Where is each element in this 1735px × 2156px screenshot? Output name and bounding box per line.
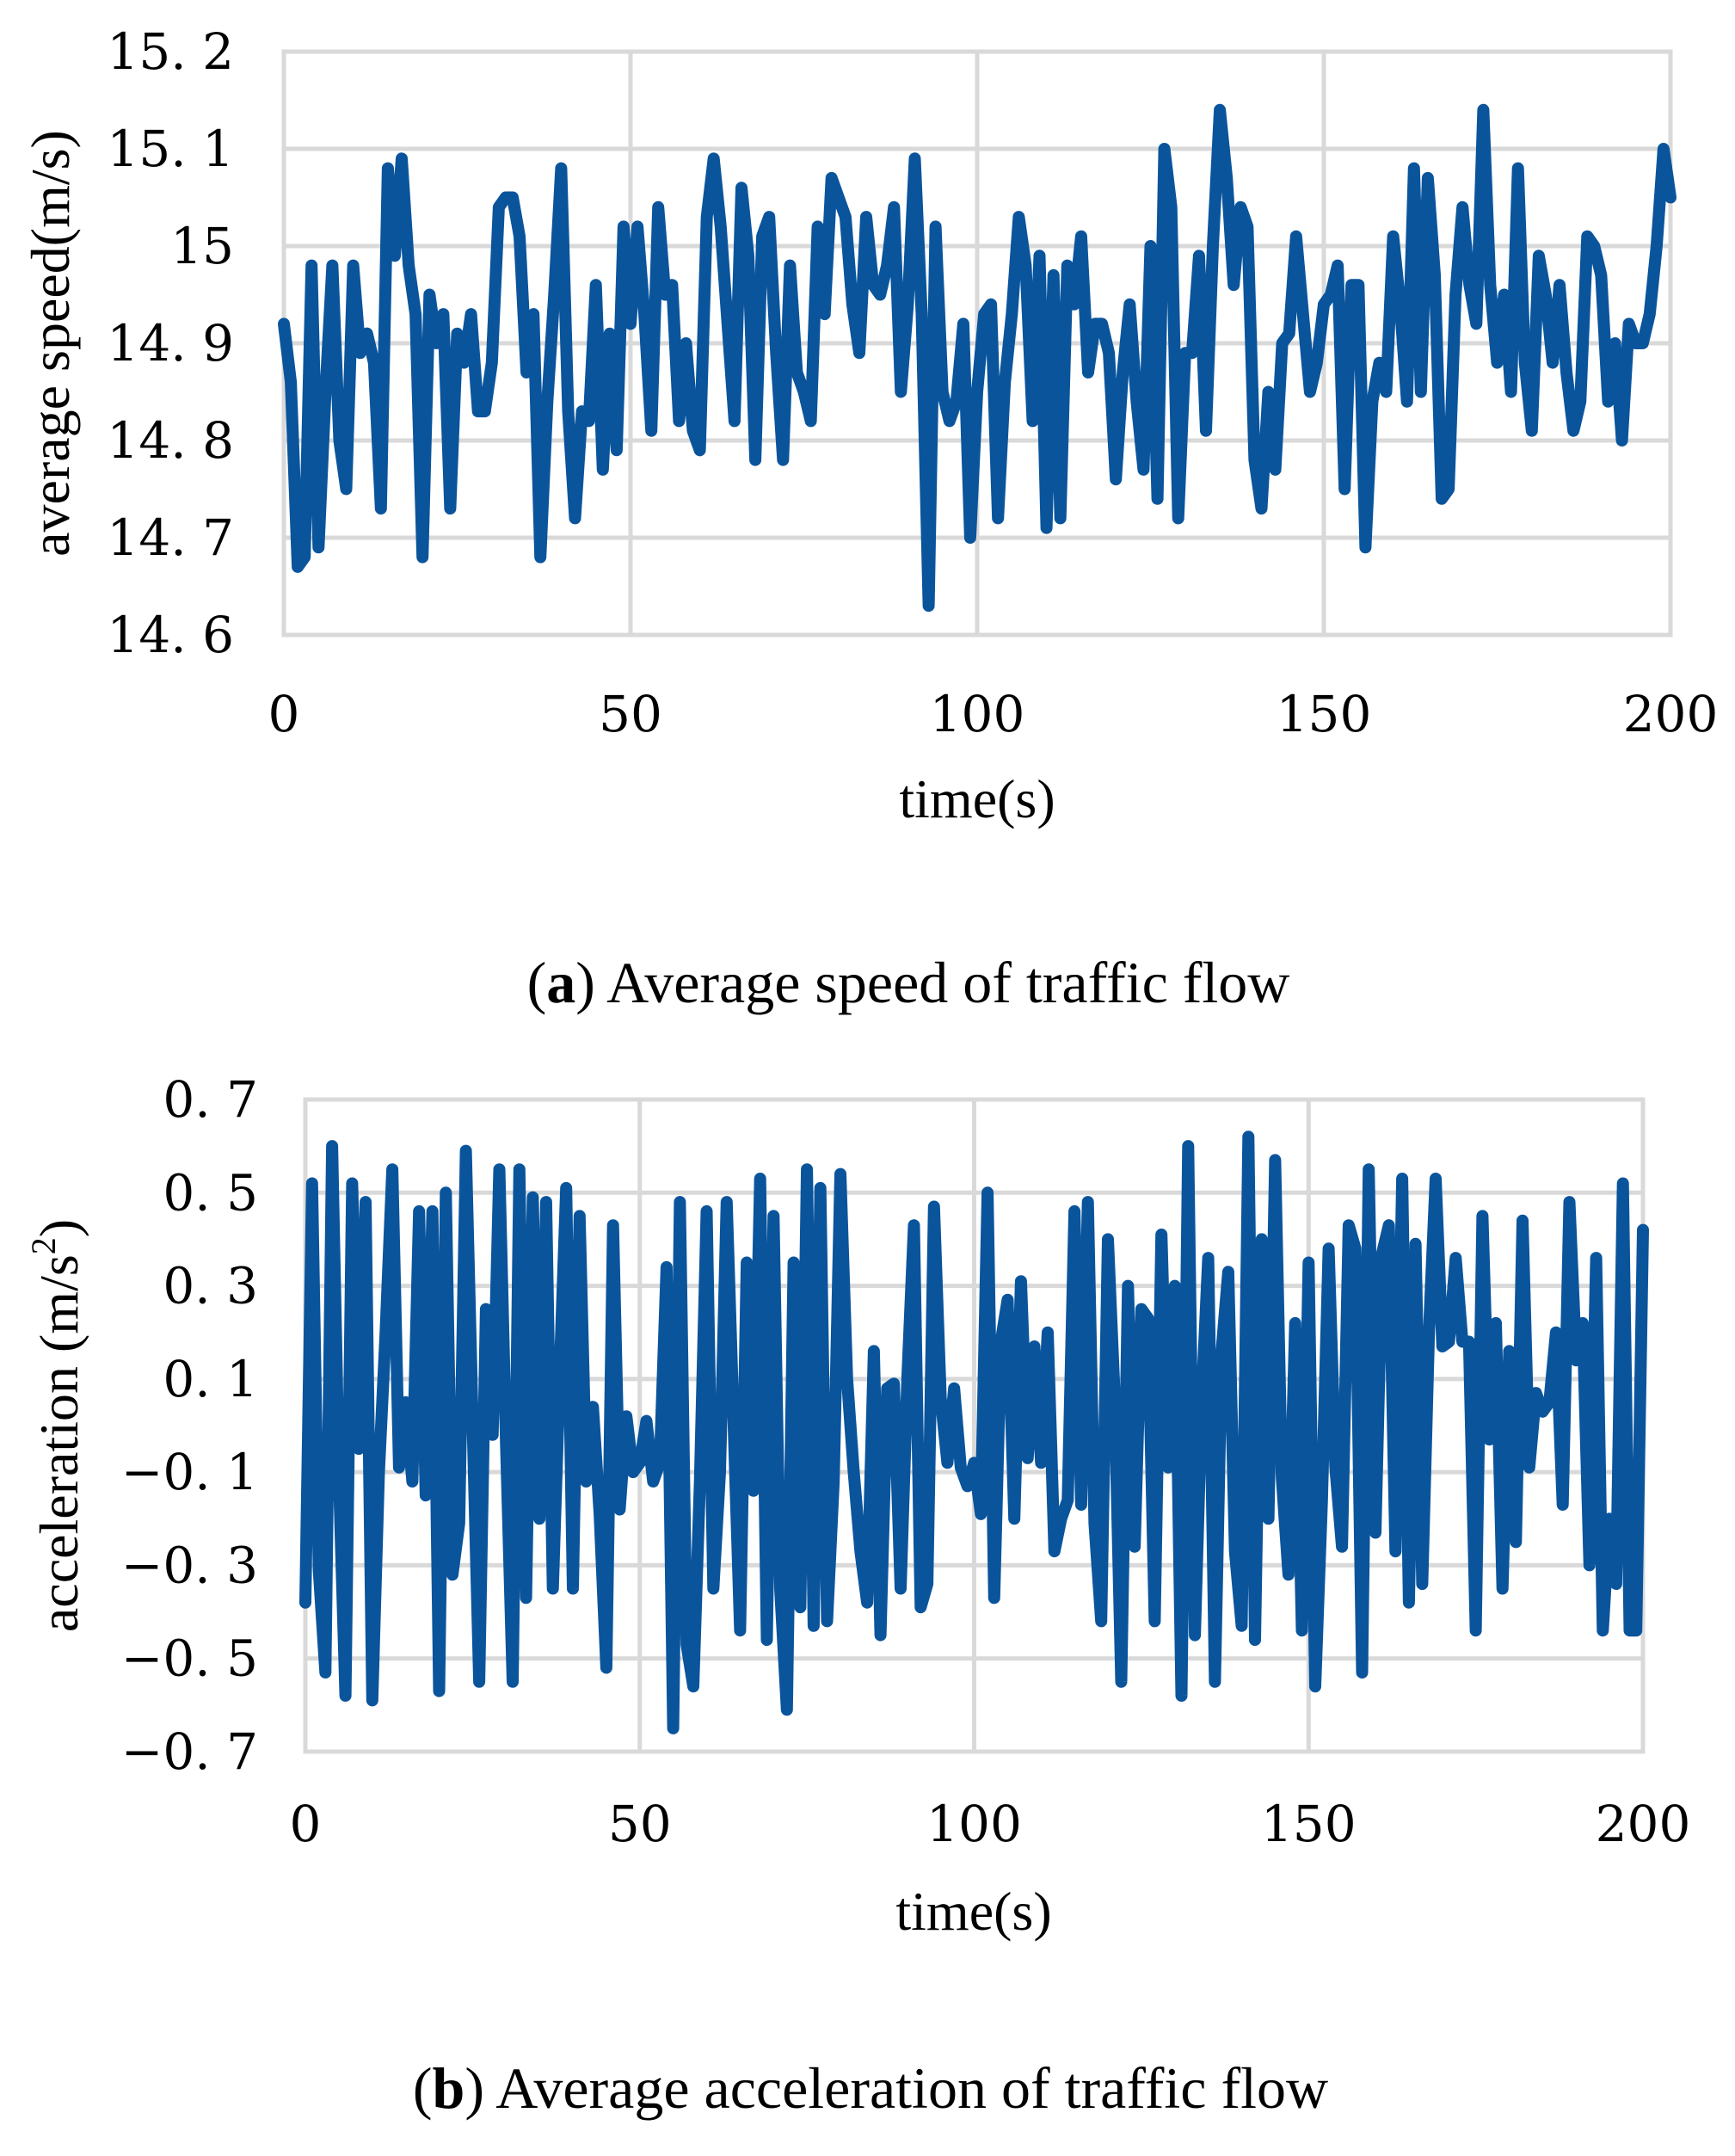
speed-y-tick-label: 14. 6 — [107, 606, 234, 664]
speed-y-tick-label: 14. 9 — [107, 314, 234, 373]
speed-caption-letter: a — [546, 950, 575, 1015]
speed-y-tick-label: 15. 1 — [107, 120, 234, 178]
acceleration-y-tick-label: 0. 5 — [163, 1163, 258, 1222]
speed-y-tick-label: 14. 8 — [107, 411, 234, 470]
acceleration-caption-close: ) — [465, 2055, 484, 2121]
speed-caption-text: Average speed of traffic flow — [595, 950, 1289, 1015]
acceleration-chart-y-axis-label: acceleration (m/s2) — [24, 1219, 89, 1632]
speed-x-tick-label: 150 — [1277, 685, 1372, 743]
speed-chart-y-axis-label: average speed(m/s) — [20, 130, 81, 557]
acceleration-y-tick-label: −0. 5 — [121, 1629, 258, 1688]
speed-x-tick-label: 100 — [930, 685, 1025, 743]
acceleration-chart-caption: (b) Average acceleration of traffic flow — [413, 2055, 1328, 2121]
acceleration-x-tick-label: 0 — [290, 1795, 322, 1853]
speed-x-tick-label: 200 — [1623, 685, 1719, 743]
acceleration-y-tick-label: −0. 3 — [121, 1536, 258, 1594]
speed-chart: 14. 6 14. 7 14. 8 14. 9 15 15. 1 15. 2 0 50 100 1… — [20, 22, 1718, 1015]
speed-x-tick-label: 50 — [599, 685, 662, 743]
acceleration-y-label-end: ) — [28, 1219, 89, 1237]
speed-caption-close: ) — [575, 950, 595, 1015]
acceleration-series-line — [299, 1130, 1649, 1734]
speed-chart-x-axis-label: time(s) — [899, 768, 1055, 829]
speed-chart-x-tick-labels: 0 50 100 150 200 — [268, 685, 1719, 743]
acceleration-x-tick-label: 100 — [926, 1795, 1022, 1853]
acceleration-y-tick-label: 0. 7 — [163, 1070, 258, 1129]
acceleration-chart-x-tick-labels: 0 50 100 150 200 — [290, 1795, 1691, 1853]
acceleration-chart: −0. 7 −0. 5 −0. 3 −0. 1 0. 1 0. 3 0. 5 0. 7 0 50… — [24, 1070, 1690, 2121]
speed-caption-open: ( — [527, 950, 547, 1015]
acceleration-caption-text: Average acceleration of traffic flow — [484, 2055, 1328, 2121]
speed-y-tick-label: 14. 7 — [107, 508, 234, 567]
speed-chart-y-tick-labels: 14. 6 14. 7 14. 8 14. 9 15 15. 1 15. 2 — [107, 22, 234, 664]
acceleration-x-tick-label: 50 — [608, 1795, 672, 1853]
acceleration-y-label-superscript: 2 — [24, 1237, 63, 1254]
speed-x-tick-label: 0 — [268, 685, 300, 743]
acceleration-x-tick-label: 150 — [1261, 1795, 1357, 1853]
acceleration-y-label-main: acceleration (m/s — [28, 1254, 89, 1632]
acceleration-x-tick-label: 200 — [1596, 1795, 1691, 1853]
speed-series-line — [278, 103, 1677, 613]
acceleration-chart-y-tick-labels: −0. 7 −0. 5 −0. 3 −0. 1 0. 1 0. 3 0. 5 0. 7 — [121, 1070, 258, 1781]
acceleration-chart-x-axis-label: time(s) — [895, 1881, 1051, 1942]
speed-chart-caption: (a) Average speed of traffic flow — [527, 950, 1290, 1015]
acceleration-y-tick-label: 0. 3 — [163, 1257, 258, 1315]
acceleration-y-tick-label: −0. 1 — [121, 1443, 258, 1501]
acceleration-y-tick-label: −0. 7 — [121, 1722, 258, 1781]
speed-y-tick-label: 15. 2 — [107, 22, 234, 81]
acceleration-y-tick-label: 0. 1 — [163, 1350, 258, 1408]
acceleration-caption-open: ( — [413, 2055, 433, 2121]
speed-y-tick-label: 15 — [170, 217, 234, 275]
acceleration-caption-letter: b — [433, 2055, 465, 2121]
